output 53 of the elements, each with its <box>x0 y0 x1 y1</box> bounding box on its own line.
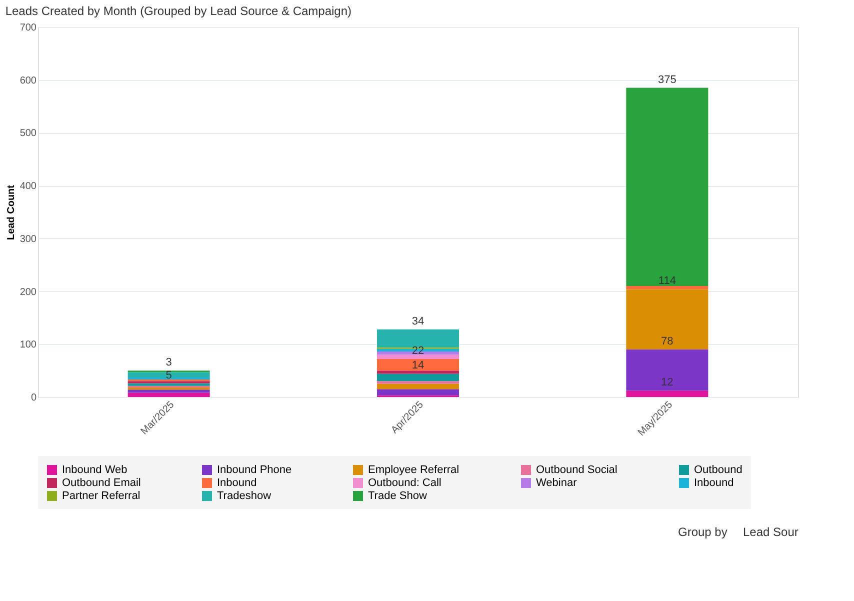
bar <box>626 390 708 397</box>
legend-label: Outbound <box>694 464 742 476</box>
bar <box>128 387 210 390</box>
bar <box>626 88 708 286</box>
legend-label: Tradeshow <box>217 490 272 502</box>
y-tick-label: 100 <box>20 340 37 351</box>
data-label: 3 <box>166 356 172 369</box>
y-tick-label: 500 <box>20 128 37 140</box>
legend-label: Outbound: Call <box>368 477 442 489</box>
bar <box>377 384 459 390</box>
bar <box>377 354 459 359</box>
bar <box>128 392 210 397</box>
data-label: 12 <box>661 376 674 389</box>
legend-label: Outbound Email <box>62 477 141 489</box>
y-tick-label: 200 <box>20 286 37 298</box>
legend-label: Webinar <box>536 477 578 489</box>
y-tick-label: 400 <box>20 181 37 192</box>
text: Group by <box>678 525 728 539</box>
y-tick-label: 700 <box>20 22 37 34</box>
bar <box>128 383 210 386</box>
legend-label: Trade Show <box>368 490 427 502</box>
bar <box>128 377 210 380</box>
data-label: 5 <box>166 369 172 382</box>
data-label: 14 <box>412 360 424 372</box>
bar <box>128 390 210 393</box>
bar <box>377 374 459 382</box>
data-label: 375 <box>658 74 676 86</box>
legend-label: Inbound <box>694 477 734 489</box>
legend-label: Outbound Social <box>536 464 618 476</box>
data-label: 78 <box>661 335 674 348</box>
y-axis-title: Lead Count <box>6 184 17 240</box>
legend-label: Inbound <box>217 477 257 489</box>
bar <box>626 289 708 350</box>
bar <box>626 349 708 391</box>
data-label: 114 <box>658 275 676 288</box>
bar <box>128 372 210 378</box>
data-label: 22 <box>412 344 424 357</box>
bar <box>377 370 459 374</box>
chart-title: Leads Created by Month (Grouped by Lead Source & Campaign) <box>5 4 352 18</box>
y-tick-label: 0 <box>30 392 37 404</box>
bar <box>377 389 459 396</box>
legend-label: Inbound Web <box>62 464 128 476</box>
y-tick-label: 600 <box>20 75 37 86</box>
legend-label: Inbound Phone <box>217 464 292 476</box>
bar <box>626 286 708 290</box>
legend-label: Partner Referral <box>62 490 140 502</box>
legend-label: Employee Referral <box>368 464 460 476</box>
bar <box>377 358 459 371</box>
data-label: 34 <box>412 315 424 328</box>
y-tick-label: 300 <box>20 234 37 245</box>
bar <box>377 381 459 384</box>
bar <box>377 329 459 348</box>
text: Lead Sour <box>743 525 798 539</box>
